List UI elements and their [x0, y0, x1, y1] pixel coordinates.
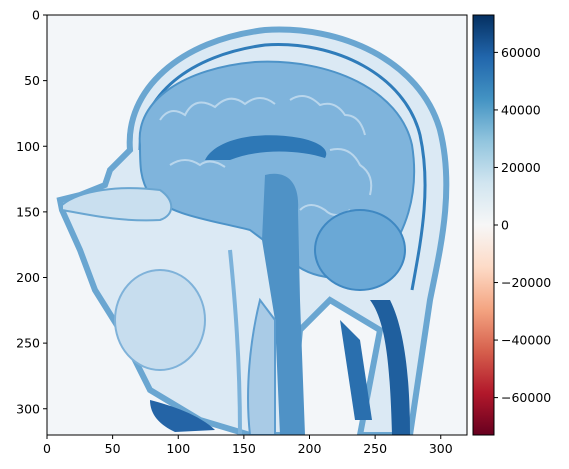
x-axis: 0 50 100 150 200 250 300 — [43, 435, 453, 456]
x-tick-label: 200 — [298, 441, 322, 456]
vertebrae — [247, 297, 276, 435]
y-tick-label: 300 — [16, 401, 40, 416]
colorbar-tick-label: −20000 — [501, 275, 551, 290]
y-tick-label: 100 — [16, 139, 40, 154]
brainstem — [262, 173, 305, 435]
mri-image — [47, 15, 467, 435]
x-tick-label: 0 — [43, 441, 51, 456]
x-tick-label: 50 — [105, 441, 121, 456]
x-tick-label: 150 — [232, 441, 256, 456]
image-frame — [46, 14, 468, 436]
airway — [228, 249, 242, 435]
tongue — [114, 269, 206, 371]
y-tick-label: 0 — [32, 8, 40, 23]
x-tick-label: 100 — [166, 441, 190, 456]
skull-inner-band — [138, 43, 427, 291]
colorbar-tick-label: 60000 — [501, 45, 541, 60]
colorbar-tick-label: −60000 — [501, 390, 551, 405]
colorbar-gradient — [472, 14, 495, 436]
colorbar: 60000 40000 20000 0 −20000 −40000 −60000 — [472, 14, 551, 436]
x-tick-label: 250 — [363, 441, 387, 456]
cerebellum — [314, 209, 406, 291]
colorbar-ticks: 60000 40000 20000 0 −20000 −40000 −60000 — [494, 45, 551, 405]
y-tick-label: 200 — [16, 270, 40, 285]
jaw — [150, 400, 215, 432]
colorbar-tick-label: 0 — [501, 218, 509, 233]
x-tick-label: 300 — [429, 441, 453, 456]
y-axis: 0 50 100 150 200 250 300 — [16, 8, 47, 416]
neck-muscle-2 — [340, 320, 372, 420]
colorbar-tick-label: −40000 — [501, 333, 551, 348]
colorbar-tick-label: 40000 — [501, 102, 541, 117]
y-tick-label: 150 — [16, 204, 40, 219]
y-tick-label: 50 — [24, 73, 40, 88]
colorbar-tick-label: 20000 — [501, 160, 541, 175]
y-tick-label: 250 — [16, 336, 40, 351]
neck-muscle — [370, 300, 410, 435]
nasal-region — [61, 187, 173, 222]
corpus-callosum — [205, 135, 327, 160]
